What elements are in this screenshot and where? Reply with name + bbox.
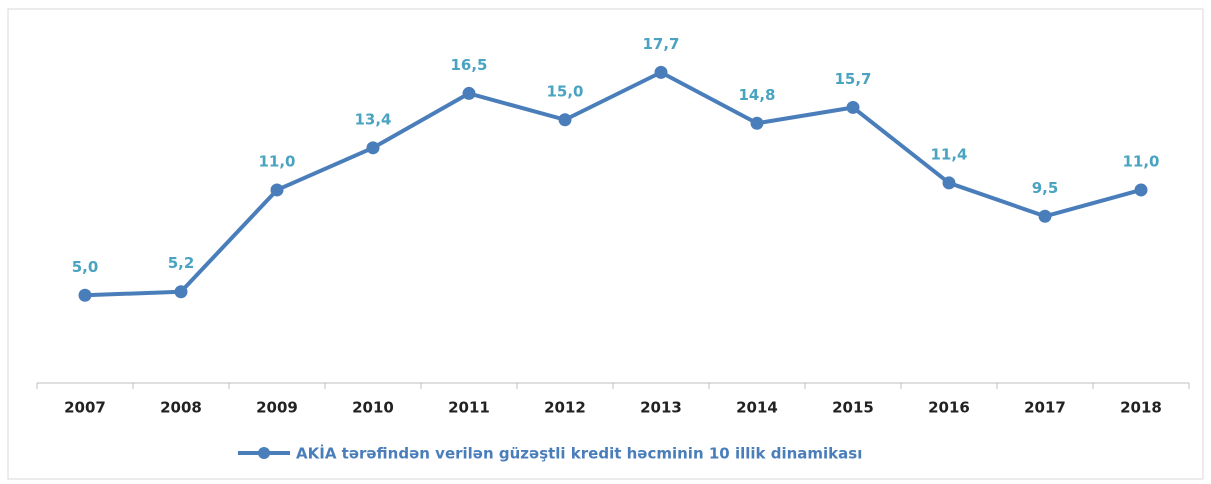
x-tick-label: 2011 xyxy=(448,399,490,417)
marker xyxy=(942,176,956,190)
marker xyxy=(558,113,572,127)
data-label: 15,7 xyxy=(834,70,871,88)
x-tick-label: 2015 xyxy=(832,399,874,417)
marker xyxy=(174,285,188,299)
x-tick-label: 2010 xyxy=(352,399,394,417)
x-tick-label: 2012 xyxy=(544,399,586,417)
data-label: 11,0 xyxy=(1122,152,1159,170)
x-tick-label: 2014 xyxy=(736,399,778,417)
x-tick-label: 2013 xyxy=(640,399,682,417)
legend-label: AKİA tərəfindən verilən güzəştli kredit … xyxy=(296,444,862,463)
marker xyxy=(750,116,764,130)
data-label: 5,2 xyxy=(168,254,195,272)
data-label: 13,4 xyxy=(354,110,391,128)
line xyxy=(84,70,1142,298)
legend-marker xyxy=(258,447,270,459)
x-tick-label: 2009 xyxy=(256,399,298,417)
data-label: 16,5 xyxy=(450,56,487,74)
data-label: 5,0 xyxy=(72,258,99,276)
marker xyxy=(846,100,860,114)
marker xyxy=(1134,183,1148,197)
data-label: 11,0 xyxy=(258,152,295,170)
x-tick-label: 2007 xyxy=(64,399,106,417)
x-tick-label: 2018 xyxy=(1120,399,1162,417)
data-label: 17,7 xyxy=(642,35,679,53)
marker xyxy=(270,183,284,197)
marker xyxy=(1038,209,1052,223)
data-label: 11,4 xyxy=(930,145,967,163)
marker xyxy=(654,65,668,79)
data-label: 15,0 xyxy=(546,82,583,100)
x-tick-label: 2017 xyxy=(1024,399,1066,417)
data-label: 14,8 xyxy=(738,86,775,104)
x-tick-label: 2008 xyxy=(160,399,202,417)
data-label: 9,5 xyxy=(1032,179,1059,197)
marker xyxy=(366,141,380,155)
chart-border xyxy=(7,8,1204,480)
marker xyxy=(462,86,476,100)
x-tick-label: 2016 xyxy=(928,399,970,417)
marker xyxy=(78,288,92,302)
